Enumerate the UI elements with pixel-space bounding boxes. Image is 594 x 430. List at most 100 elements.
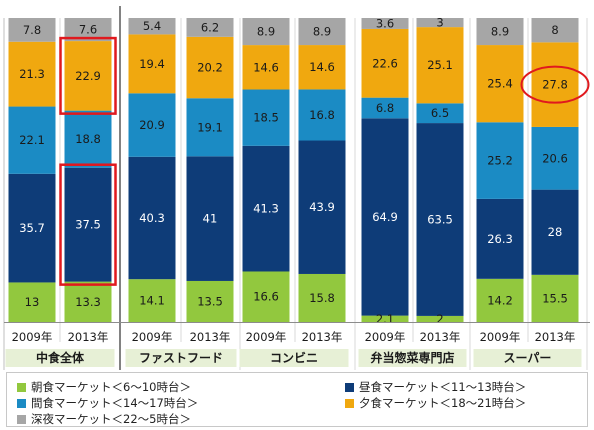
bar-segment xyxy=(242,271,290,322)
data-label: 2 xyxy=(436,312,443,326)
chart-legend: 朝食マーケット＜6～10時台＞ 昼食マーケット＜11～13時台＞ 間食マーケット… xyxy=(6,372,588,427)
bar-segment xyxy=(242,45,290,90)
bar-segment xyxy=(361,315,409,322)
x-tick-label: 2009年 xyxy=(480,330,521,344)
group-label-bg xyxy=(239,349,349,367)
bar-segment xyxy=(8,173,56,283)
legend-swatch xyxy=(345,398,354,408)
bar-segment xyxy=(361,118,409,316)
data-label: 6.8 xyxy=(376,101,394,115)
data-label: 3.6 xyxy=(376,16,394,30)
data-label: 14.6 xyxy=(309,60,335,74)
data-label: 22.6 xyxy=(372,56,398,70)
data-label: 3 xyxy=(436,16,443,30)
bar-segment xyxy=(8,106,56,174)
x-tick-label: 2009年 xyxy=(246,330,287,344)
legend-swatch xyxy=(17,398,26,408)
data-label: 14.2 xyxy=(487,293,513,307)
data-label: 8.9 xyxy=(313,25,331,39)
group-label-bg xyxy=(5,349,115,367)
data-label: 25.2 xyxy=(487,154,513,168)
data-label: 35.7 xyxy=(19,221,45,235)
legend-swatch xyxy=(345,382,354,392)
bar-segment xyxy=(476,198,524,279)
group-label: 中食全体 xyxy=(36,350,85,365)
group-label: 弁当惣菜専門店 xyxy=(370,350,454,365)
data-label: 15.5 xyxy=(542,291,568,305)
group-label-bg xyxy=(125,349,237,367)
legend-label: 夕食マーケット＜18～21時台＞ xyxy=(359,396,527,410)
data-label: 25.1 xyxy=(427,58,453,72)
bar-segment xyxy=(531,274,579,322)
legend-item: 夕食マーケット＜18～21時台＞ xyxy=(345,395,526,411)
data-label: 20.9 xyxy=(139,118,165,132)
x-tick-label: 2009年 xyxy=(132,330,173,344)
data-label: 19.1 xyxy=(197,120,223,134)
data-label: 8.9 xyxy=(491,25,509,39)
data-label: 7.6 xyxy=(79,23,97,37)
data-label: 18.5 xyxy=(253,111,279,125)
legend-label: 昼食マーケット＜11～13時台＞ xyxy=(359,380,527,394)
data-label: 25.4 xyxy=(487,77,513,91)
bar-segment xyxy=(416,103,464,124)
data-label: 16.6 xyxy=(253,290,279,304)
bar-segment xyxy=(531,18,579,43)
bar-segment xyxy=(361,18,409,29)
bar-segment xyxy=(64,41,112,111)
legend-item: 深夜マーケット＜22～5時台＞ xyxy=(17,411,191,427)
data-label: 14.6 xyxy=(253,60,279,74)
highlight-rect xyxy=(59,36,117,115)
data-label: 26.3 xyxy=(487,232,513,246)
bar-segment xyxy=(8,282,56,322)
bar-segment xyxy=(242,18,290,46)
data-label: 8 xyxy=(551,23,558,37)
legend-label: 間食マーケット＜14～17時台＞ xyxy=(31,396,199,410)
data-label: 22.1 xyxy=(19,133,45,147)
legend-item: 昼食マーケット＜11～13時台＞ xyxy=(345,379,526,395)
data-label: 18.8 xyxy=(75,132,101,146)
bar-segment xyxy=(64,110,112,168)
x-tick-label: 2013年 xyxy=(68,330,109,344)
bar-segment xyxy=(186,98,234,157)
bar-segment xyxy=(64,281,112,322)
data-label: 28 xyxy=(548,225,563,239)
legend-label: 深夜マーケット＜22～5時台＞ xyxy=(31,412,191,426)
data-label: 8.9 xyxy=(257,25,275,39)
data-label: 41 xyxy=(203,212,218,226)
bar-segment xyxy=(531,42,579,127)
bar-segment xyxy=(298,18,346,46)
bar-segment xyxy=(416,123,464,316)
data-label: 64.9 xyxy=(372,210,398,224)
data-label: 19.4 xyxy=(139,57,165,71)
data-label: 14.1 xyxy=(139,294,165,308)
bar-segment xyxy=(64,18,112,42)
data-label: 5.4 xyxy=(143,19,161,33)
data-label: 37.5 xyxy=(75,218,101,232)
data-label: 43.9 xyxy=(309,200,335,214)
highlight-rect xyxy=(59,163,117,286)
bar-segment xyxy=(298,140,346,274)
highlight-ellipse xyxy=(520,65,590,104)
bar-segment xyxy=(8,18,56,42)
bar-segment xyxy=(361,28,409,98)
data-label: 40.3 xyxy=(139,211,165,225)
legend-label: 朝食マーケット＜6～10時台＞ xyxy=(31,380,191,394)
bar-segment xyxy=(242,89,290,146)
x-tick-label: 2013年 xyxy=(190,330,231,344)
data-label: 22.9 xyxy=(75,69,101,83)
group-label: コンビニ xyxy=(270,350,318,365)
bar-segment xyxy=(64,167,112,282)
bar-segment xyxy=(298,89,346,141)
x-tick-label: 2009年 xyxy=(365,330,406,344)
data-label: 20.2 xyxy=(197,61,223,75)
bar-segment xyxy=(531,189,579,275)
bar-segment xyxy=(186,280,234,322)
bar-segment xyxy=(416,27,464,104)
data-label: 13.5 xyxy=(197,294,223,308)
legend-swatch xyxy=(17,414,26,424)
data-label: 6.2 xyxy=(201,20,219,34)
data-label: 2.1 xyxy=(376,312,394,326)
data-label: 6.5 xyxy=(431,106,449,120)
bar-segment xyxy=(476,45,524,123)
bar-segment xyxy=(128,156,176,280)
